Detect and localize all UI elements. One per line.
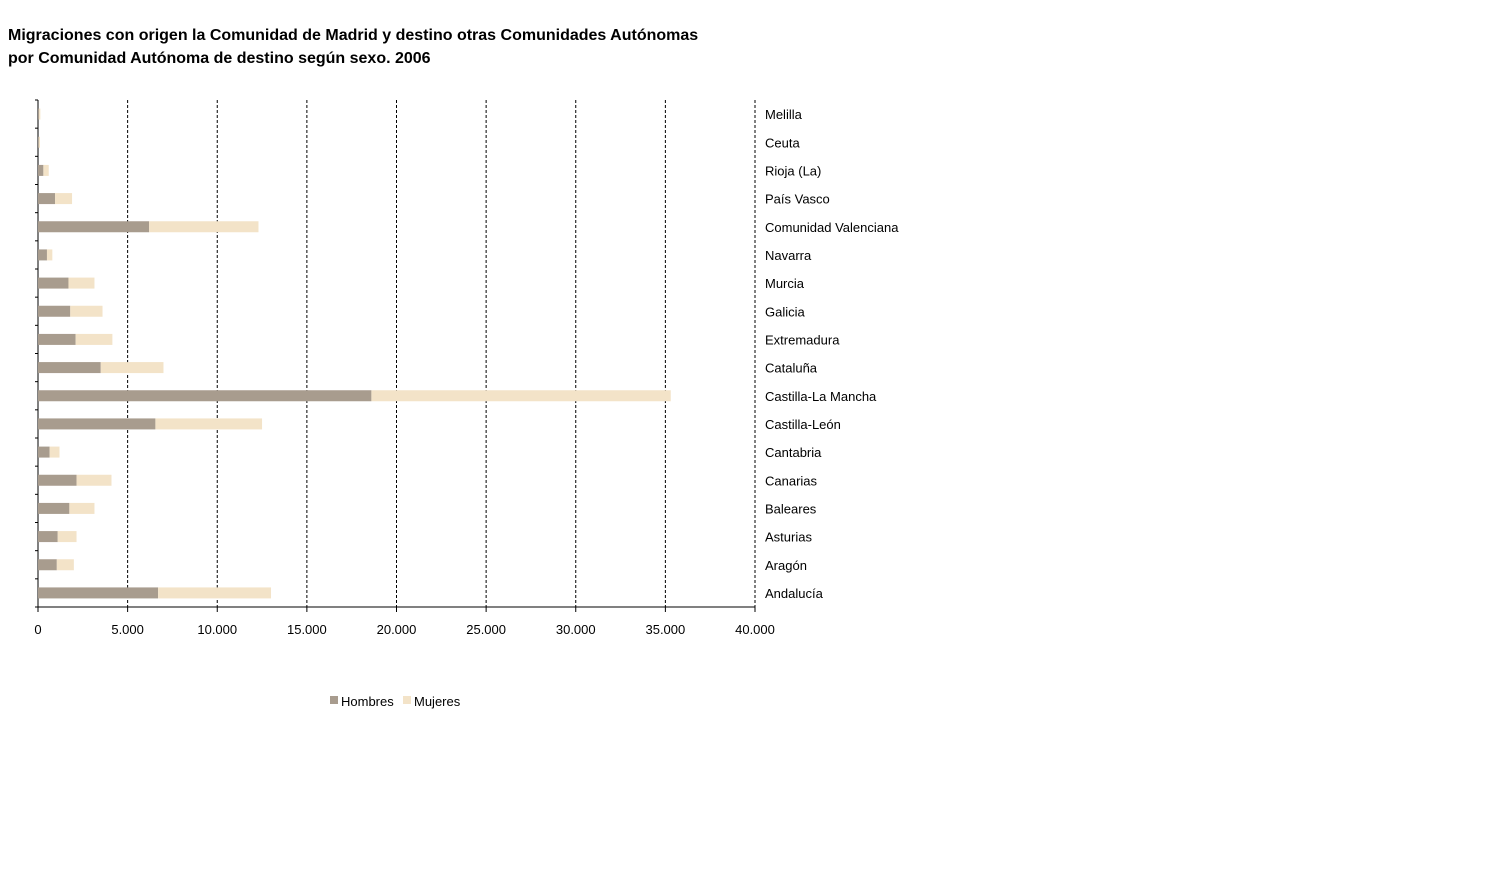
bar-hombres [38, 531, 58, 543]
bar-mujeres [75, 333, 113, 345]
chart-subtitle: por Comunidad Autónoma de destino según … [8, 50, 431, 67]
bar-hombres [38, 221, 150, 233]
category-label: Rioja (La) [765, 163, 821, 178]
bar-mujeres [70, 305, 103, 317]
category-label: Comunidad Valenciana [765, 220, 899, 235]
bar-hombres [38, 249, 47, 261]
legend-label: Hombres [341, 694, 394, 709]
category-label: Canarias [765, 473, 818, 488]
category-label: Melilla [765, 107, 803, 122]
bar-mujeres [38, 136, 40, 148]
bar-hombres [38, 418, 156, 430]
bar-hombres [38, 559, 57, 571]
bar-hombres [38, 502, 70, 514]
bar-mujeres [69, 502, 95, 514]
category-label: Cantabria [765, 445, 822, 460]
category-label: Castilla-León [765, 417, 841, 432]
bar-mujeres [155, 418, 263, 430]
bar-hombres [38, 305, 71, 317]
x-tick-label: 35.000 [645, 622, 685, 637]
category-label: Castilla-La Mancha [765, 389, 877, 404]
x-tick-label: 0 [34, 622, 41, 637]
bar-hombres [38, 108, 40, 120]
bar-mujeres [158, 587, 272, 599]
category-label: Galicia [765, 304, 806, 319]
category-label: Cataluña [765, 361, 818, 376]
bar-hombres [38, 333, 76, 345]
legend-label: Mujeres [414, 694, 461, 709]
bar-hombres [38, 164, 44, 176]
category-label: Extremadura [765, 332, 840, 347]
x-tick-label: 40.000 [735, 622, 775, 637]
category-label: Ceuta [765, 135, 800, 150]
bar-mujeres [149, 221, 259, 233]
category-label: Murcia [765, 276, 805, 291]
bar-hombres [38, 136, 39, 148]
bar-mujeres [43, 164, 49, 176]
category-label: Navarra [765, 248, 812, 263]
bar-hombres [38, 587, 159, 599]
x-tick-label: 25.000 [466, 622, 506, 637]
x-tick-label: 30.000 [556, 622, 596, 637]
legend-swatch-hombres [330, 696, 338, 704]
bar-mujeres [39, 108, 41, 120]
category-label: Baleares [765, 501, 817, 516]
bar-mujeres [49, 446, 60, 458]
x-tick-label: 15.000 [287, 622, 327, 637]
bar-mujeres [100, 362, 164, 374]
bar-hombres [38, 193, 56, 205]
category-label: Aragón [765, 558, 807, 573]
chart-title: Migraciones con origen la Comunidad de M… [8, 27, 699, 44]
x-tick-label: 10.000 [197, 622, 237, 637]
bar-mujeres [371, 390, 671, 402]
bar-mujeres [46, 249, 53, 261]
category-label: Asturias [765, 530, 812, 545]
bar-mujeres [55, 193, 73, 205]
bar-mujeres [76, 474, 112, 486]
x-tick-label: 5.000 [111, 622, 144, 637]
bar-mujeres [56, 559, 74, 571]
category-label: País Vasco [765, 192, 830, 207]
bar-hombres [38, 277, 69, 289]
bar-hombres [38, 474, 77, 486]
chart-title-block: Migraciones con origen la Comunidad de M… [8, 24, 698, 70]
bar-hombres [38, 362, 101, 374]
bar-mujeres [68, 277, 95, 289]
bar-mujeres [57, 531, 77, 543]
bar-hombres [38, 446, 50, 458]
legend-swatch-mujeres [403, 696, 411, 704]
bar-hombres [38, 390, 372, 402]
x-tick-label: 20.000 [377, 622, 417, 637]
category-label: Andalucía [765, 586, 824, 601]
